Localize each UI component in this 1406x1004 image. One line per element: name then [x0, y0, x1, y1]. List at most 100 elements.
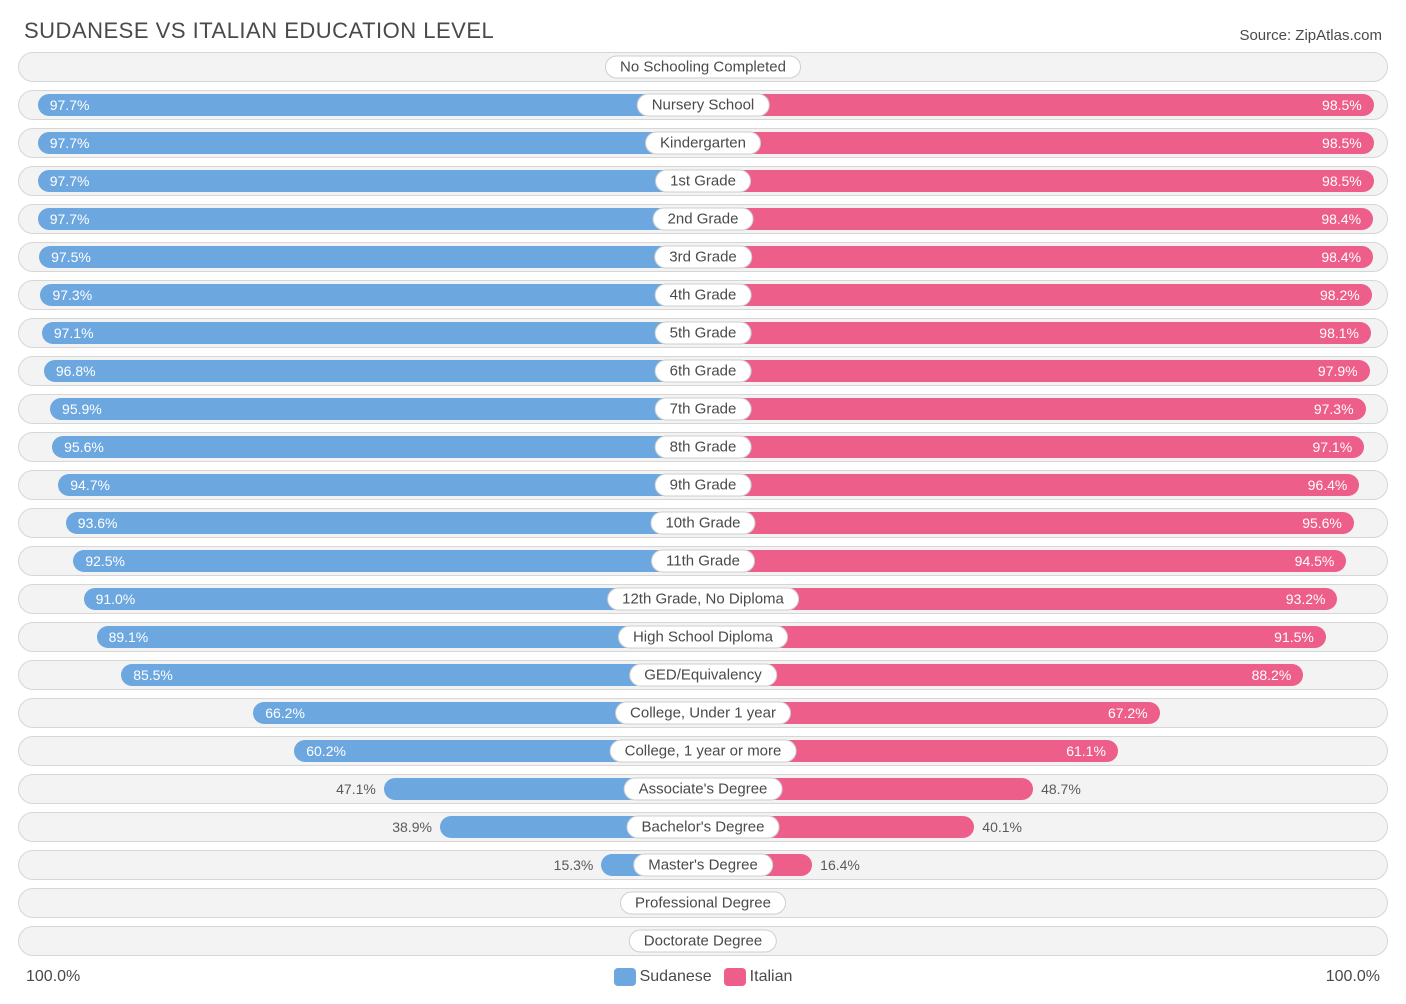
value-right: 61.1%: [1066, 743, 1106, 759]
chart-title: SUDANESE VS ITALIAN EDUCATION LEVEL: [24, 18, 494, 44]
category-label: 8th Grade: [655, 436, 752, 459]
category-label: 4th Grade: [655, 284, 752, 307]
chart-row: 2.3%1.5%No Schooling Completed: [18, 52, 1388, 82]
chart-source: Source: ZipAtlas.com: [1239, 27, 1382, 44]
chart-row: 4.6%4.8%Professional Degree: [18, 888, 1388, 918]
bar-right: 98.5%: [700, 94, 1374, 116]
bar-left: 95.9%: [50, 398, 706, 420]
bar-right: 96.4%: [700, 474, 1359, 496]
bar-left: 97.1%: [42, 322, 706, 344]
legend: Sudanese Italian: [80, 968, 1325, 986]
chart-row: 60.2%61.1%College, 1 year or more: [18, 736, 1388, 766]
value-left: 97.3%: [52, 287, 92, 303]
bar-left: 94.7%: [58, 474, 706, 496]
value-right: 95.6%: [1302, 515, 1342, 531]
category-label: College, 1 year or more: [610, 740, 797, 763]
bar-left: 96.8%: [44, 360, 706, 382]
value-right: 98.2%: [1320, 287, 1360, 303]
category-label: Doctorate Degree: [629, 930, 777, 953]
value-left: 97.5%: [51, 249, 91, 265]
chart-header: SUDANESE VS ITALIAN EDUCATION LEVEL Sour…: [18, 18, 1388, 52]
bar-right: 88.2%: [700, 664, 1303, 686]
bar-left: 97.7%: [38, 94, 706, 116]
category-label: GED/Equivalency: [629, 664, 777, 687]
value-right: 91.5%: [1274, 629, 1314, 645]
value-right: 93.2%: [1286, 591, 1326, 607]
chart-row: 95.6% 97.1% 8th Grade: [18, 432, 1388, 462]
bar-left: 89.1%: [97, 626, 706, 648]
category-label: College, Under 1 year: [615, 702, 791, 725]
chart-row: 94.7%96.4%9th Grade: [18, 470, 1388, 500]
chart-row: 85.5% 88.2% GED/Equivalency: [18, 660, 1388, 690]
value-left: 93.6%: [78, 515, 118, 531]
category-label: Kindergarten: [645, 132, 761, 155]
bar-right: 98.5%: [700, 170, 1374, 192]
category-label: Master's Degree: [633, 854, 773, 877]
value-left: 97.1%: [54, 325, 94, 341]
value-right: 97.9%: [1318, 363, 1358, 379]
bar-right: 98.4%: [700, 208, 1373, 230]
category-label: 2nd Grade: [653, 208, 754, 231]
bar-left: 97.7%: [38, 132, 706, 154]
value-left: 97.7%: [50, 97, 90, 113]
bar-right: 97.1%: [700, 436, 1364, 458]
value-right: 88.2%: [1252, 667, 1292, 683]
chart-row: 47.1%48.7%Associate's Degree: [18, 774, 1388, 804]
chart-row: 95.9% 97.3% 7th Grade: [18, 394, 1388, 424]
chart-row: 92.5% 94.5% 11th Grade: [18, 546, 1388, 576]
value-left: 91.0%: [96, 591, 136, 607]
chart-row: 89.1%91.5%High School Diploma: [18, 622, 1388, 652]
bar-right: 94.5%: [700, 550, 1346, 572]
value-left: 96.8%: [56, 363, 96, 379]
value-left: 97.7%: [50, 135, 90, 151]
value-right: 16.4%: [820, 857, 860, 873]
chart-row: 97.7%98.5%Kindergarten: [18, 128, 1388, 158]
chart-row: 97.7% 98.4% 2nd Grade: [18, 204, 1388, 234]
category-label: Professional Degree: [620, 892, 786, 915]
value-right: 94.5%: [1295, 553, 1335, 569]
bar-left: 97.3%: [40, 284, 706, 306]
legend-item-right: Italian: [724, 968, 793, 986]
bar-right: 91.5%: [700, 626, 1326, 648]
chart-row: 97.7%98.5%Nursery School: [18, 90, 1388, 120]
legend-swatch-left: [614, 968, 636, 986]
value-left: 94.7%: [70, 477, 110, 493]
legend-label-left: Sudanese: [640, 968, 712, 986]
chart-row: 2.1%2.0%Doctorate Degree: [18, 926, 1388, 956]
bar-left: 85.5%: [121, 664, 706, 686]
value-right: 67.2%: [1108, 705, 1148, 721]
value-right: 96.4%: [1308, 477, 1348, 493]
value-left: 15.3%: [554, 857, 594, 873]
bar-right: 97.9%: [700, 360, 1370, 382]
bar-right: 97.3%: [700, 398, 1366, 420]
category-label: 11th Grade: [651, 550, 755, 573]
value-right: 97.3%: [1314, 401, 1354, 417]
value-left: 97.7%: [50, 211, 90, 227]
bar-left: 97.5%: [39, 246, 706, 268]
bar-left: 95.6%: [52, 436, 706, 458]
diverging-bar-chart: 2.3%1.5%No Schooling Completed97.7%98.5%…: [18, 52, 1388, 956]
value-right: 97.1%: [1312, 439, 1352, 455]
value-left: 92.5%: [85, 553, 125, 569]
value-right: 40.1%: [982, 819, 1022, 835]
category-label: 5th Grade: [655, 322, 752, 345]
value-left: 47.1%: [336, 781, 376, 797]
legend-item-left: Sudanese: [614, 968, 712, 986]
chart-row: 93.6%95.6%10th Grade: [18, 508, 1388, 538]
category-label: 7th Grade: [655, 398, 752, 421]
value-left: 89.1%: [109, 629, 149, 645]
bar-right: 95.6%: [700, 512, 1354, 534]
bar-right: 98.4%: [700, 246, 1373, 268]
bar-left: 93.6%: [66, 512, 706, 534]
chart-row: 97.7%98.5%1st Grade: [18, 166, 1388, 196]
value-right: 98.5%: [1322, 97, 1362, 113]
axis-right-max: 100.0%: [1326, 968, 1380, 986]
chart-row: 91.0%93.2%12th Grade, No Diploma: [18, 584, 1388, 614]
value-right: 98.5%: [1322, 173, 1362, 189]
chart-row: 97.1% 98.1% 5th Grade: [18, 318, 1388, 348]
category-label: No Schooling Completed: [605, 56, 801, 79]
category-label: 1st Grade: [655, 170, 751, 193]
value-right: 98.4%: [1321, 211, 1361, 227]
value-right: 98.1%: [1319, 325, 1359, 341]
value-right: 48.7%: [1041, 781, 1081, 797]
